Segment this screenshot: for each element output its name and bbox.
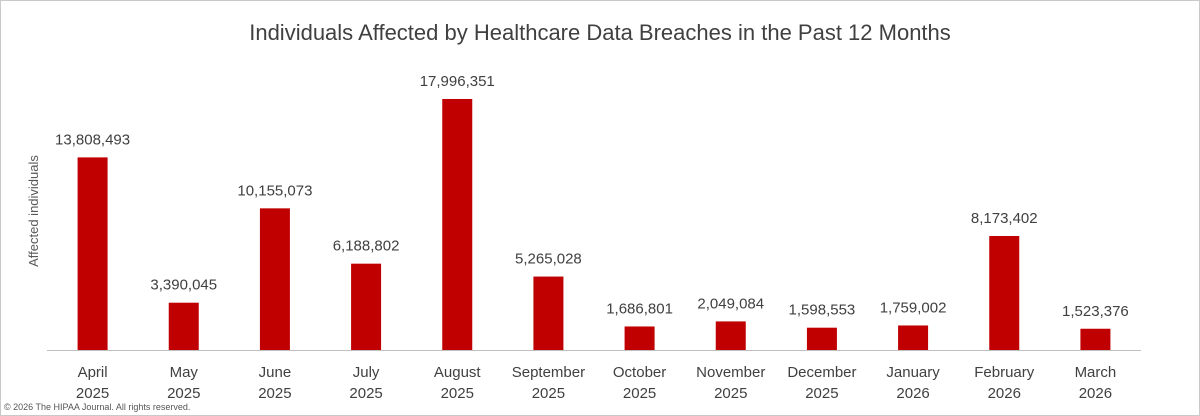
x-tick-year: 2025 — [714, 385, 747, 402]
x-tick-year: 2026 — [1079, 385, 1112, 402]
x-tick-month: April — [78, 364, 108, 381]
data-label: 8,173,402 — [971, 210, 1038, 227]
x-tick-label: June 2025 — [258, 364, 291, 402]
chart-title: Individuals Affected by Healthcare Data … — [249, 20, 951, 45]
x-tick-label: December 2025 — [787, 364, 856, 402]
bar-march-2026 — [1080, 328, 1111, 350]
bar-july-2025 — [351, 263, 382, 350]
x-tick-month: May — [170, 364, 199, 381]
x-tick-label: July 2025 — [349, 364, 382, 402]
x-tick-label: April 2025 — [76, 364, 109, 402]
bar-october-2025 — [624, 326, 655, 350]
x-tick-year: 2025 — [258, 385, 291, 402]
x-tick-year: 2026 — [988, 385, 1021, 402]
data-label: 3,390,045 — [150, 277, 217, 294]
x-tick-year: 2025 — [349, 385, 382, 402]
data-label: 1,686,801 — [606, 300, 673, 317]
x-tick-label: February 2026 — [974, 364, 1035, 402]
x-tick-month: March — [1075, 364, 1117, 381]
data-label: 17,996,351 — [420, 73, 495, 90]
x-tick-label: October 2025 — [613, 364, 666, 402]
data-label: 6,188,802 — [333, 238, 400, 255]
data-label: 1,759,002 — [880, 299, 947, 316]
x-tick-month: June — [259, 364, 292, 381]
x-tick-year: 2025 — [441, 385, 474, 402]
data-label: 1,598,553 — [789, 302, 856, 319]
x-tick-label: May 2025 — [167, 364, 200, 402]
x-tick-year: 2025 — [623, 385, 656, 402]
x-tick-year: 2025 — [532, 385, 565, 402]
x-tick-year: 2025 — [76, 385, 109, 402]
bar-november-2025 — [715, 321, 746, 350]
x-tick-month: November — [696, 364, 765, 381]
copyright-notice: © 2026 The HIPAA Journal. All rights res… — [4, 402, 191, 412]
data-label: 1,523,376 — [1062, 303, 1129, 320]
x-tick-year: 2025 — [167, 385, 200, 402]
x-tick-label: September 2025 — [512, 364, 585, 402]
bar-may-2025 — [168, 302, 199, 350]
bar-february-2026 — [989, 235, 1020, 350]
x-tick-month: January — [886, 364, 940, 381]
data-label: 2,049,084 — [697, 295, 764, 312]
x-tick-month: October — [613, 364, 666, 381]
x-tick-year: 2026 — [896, 385, 929, 402]
x-tick-label: January 2026 — [886, 364, 940, 402]
x-tick-month: September — [512, 364, 585, 381]
data-label: 10,155,073 — [237, 182, 312, 199]
y-axis-label: Affected individuals — [26, 155, 41, 267]
x-tick-labels-group: April 2025 May 2025 June 2025 July 2025 August 20… — [76, 364, 1116, 402]
bar-june-2025 — [259, 208, 290, 350]
x-tick-month: February — [974, 364, 1035, 381]
bar-april-2025 — [77, 157, 108, 350]
x-tick-label: November 2025 — [696, 364, 765, 402]
x-tick-label: August 2025 — [434, 364, 482, 402]
bar-august-2025 — [442, 98, 473, 350]
data-label: 13,808,493 — [55, 131, 130, 148]
data-labels-group: 13,808,493 3,390,045 10,155,073 6,188,802 17… — [55, 73, 1129, 320]
x-tick-month: December — [787, 364, 856, 381]
x-tick-label: March 2026 — [1075, 364, 1117, 402]
x-tick-year: 2025 — [805, 385, 838, 402]
data-label: 5,265,028 — [515, 251, 582, 268]
x-tick-month: July — [353, 364, 380, 381]
bar-january-2026 — [898, 325, 929, 350]
bars-group — [77, 98, 1111, 350]
bar-september-2025 — [533, 276, 564, 350]
bar-december-2025 — [806, 327, 837, 350]
x-tick-month: August — [434, 364, 482, 381]
